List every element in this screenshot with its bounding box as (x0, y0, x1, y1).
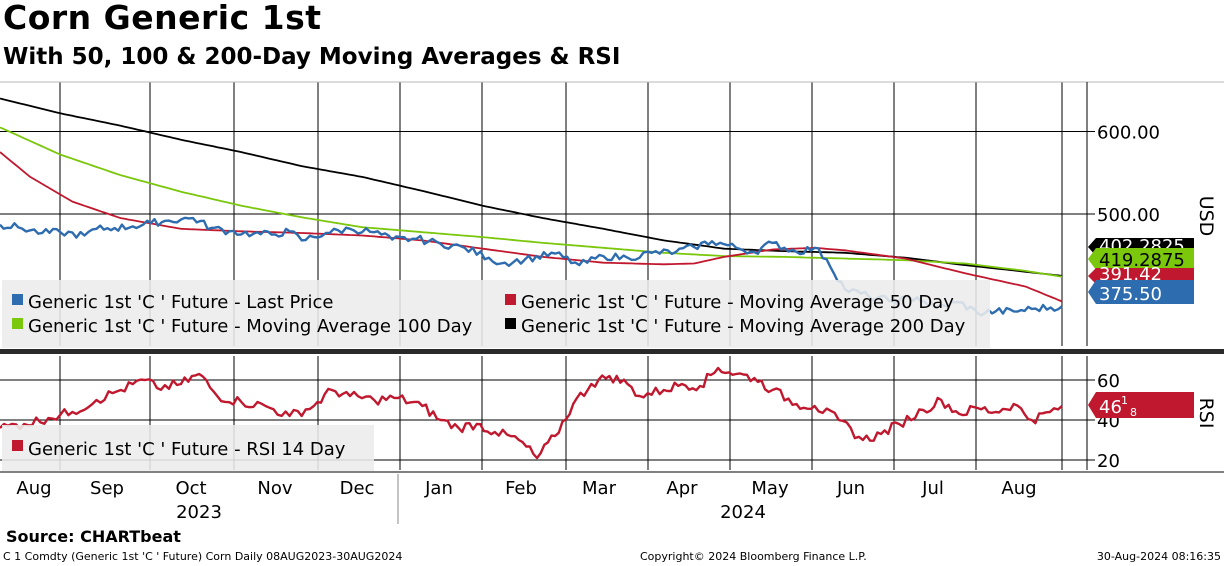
rsi-last-value-tag (1088, 392, 1194, 418)
x-month-label: Jul (921, 478, 944, 499)
footer-ticker-info: C 1 Comdty (Generic 1st 'C ' Future) Cor… (3, 550, 403, 563)
ma50-last-value-tag-label: 391.42 (1099, 264, 1162, 285)
legend-entry-rsi: Generic 1st 'C ' Future - RSI 14 Day (28, 439, 346, 460)
x-month-label: Mar (582, 478, 617, 499)
x-month-label: Nov (257, 478, 292, 499)
x-month-label: Aug (1001, 478, 1036, 499)
rsi-y-tick-label: 60 (1097, 371, 1120, 392)
legend-swatch-rsi (12, 440, 23, 451)
x-month-label: Sep (90, 478, 124, 499)
rsi-legend-box (2, 425, 374, 471)
x-month-label: Oct (175, 478, 206, 499)
ma100-last-value-tag (1088, 248, 1194, 270)
legend-swatch-ma50 (505, 294, 516, 305)
ma100-last-value-tag-label: 419.2875 (1099, 250, 1185, 271)
x-month-label: Feb (505, 478, 537, 499)
panel-divider (0, 349, 1224, 354)
source-note: Source: CHARTbeat (6, 527, 181, 546)
legend-entry-ma50: Generic 1st 'C ' Future - Moving Average… (521, 292, 954, 313)
x-month-label: Jan (424, 478, 453, 499)
x-year-label: 2023 (176, 502, 222, 523)
legend-entry-ma200: Generic 1st 'C ' Future - Moving Average… (521, 316, 966, 337)
rsi-y-tick-label: 20 (1097, 451, 1120, 472)
x-month-label: Aug (16, 478, 51, 499)
rsi-last-value-fraction-denominator: 8 (1130, 406, 1137, 419)
rsi-last-value-tag-label: 46 (1099, 397, 1122, 418)
legend-entry-ma100: Generic 1st 'C ' Future - Moving Average… (28, 316, 473, 337)
x-month-label: Dec (340, 478, 375, 499)
series-line-ma50 (0, 151, 1063, 303)
legend-swatch-ma200 (505, 318, 516, 329)
legend-entry-last-price: Generic 1st 'C ' Future - Last Price (28, 292, 333, 313)
price-y-tick-label: 500.00 (1097, 205, 1160, 226)
series-line-ma200 (0, 97, 1063, 277)
rsi-last-value-fraction-numerator: 1 (1121, 394, 1128, 407)
last-price-last-value-tag-label: 375.50 (1099, 284, 1162, 305)
x-month-label: Jun (836, 478, 865, 499)
chart-subtitle: With 50, 100 & 200-Day Moving Averages &… (3, 44, 621, 70)
x-month-label: Apr (666, 478, 698, 499)
price-y-tick-label: 600.00 (1097, 123, 1160, 144)
price-legend-box (2, 280, 990, 348)
footer-timestamp: 30-Aug-2024 08:16:35 (1096, 550, 1221, 563)
chart-title: Corn Generic 1st (3, 0, 322, 37)
rsi-y-axis-label: RSI (1195, 398, 1217, 429)
last-price-last-value-tag (1088, 280, 1194, 304)
series-line-rsi (0, 366, 1063, 460)
legend-swatch-last-price (12, 294, 23, 305)
footer-copyright: Copyright© 2024 Bloomberg Finance L.P. (640, 550, 867, 563)
x-year-label: 2024 (720, 502, 766, 523)
legend-swatch-ma100 (12, 318, 23, 329)
price-y-axis-label: USD (1195, 196, 1217, 237)
series-line-ma100 (0, 126, 1063, 278)
x-month-label: May (751, 478, 789, 499)
